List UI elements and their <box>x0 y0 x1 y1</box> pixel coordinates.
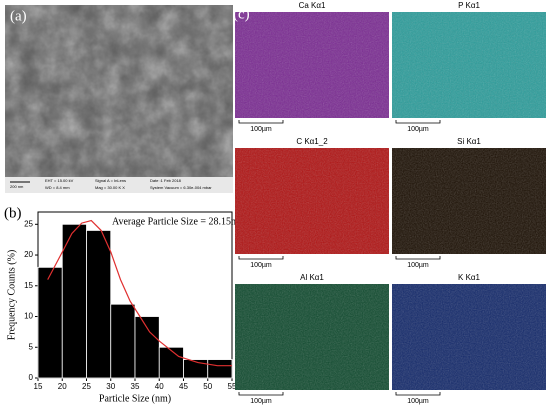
sem-info: WD = 8.4 mm <box>45 185 70 190</box>
sem-info: System Vacuum = 6.30e-004 mbar <box>150 185 212 190</box>
eds-texture <box>392 12 546 118</box>
x-tick-label: 25 <box>82 382 91 391</box>
sem-info: Mag = 30.00 K X <box>95 185 125 190</box>
x-tick-label: 45 <box>179 382 188 391</box>
eds-texture <box>392 284 546 390</box>
scale-bar <box>395 392 441 396</box>
x-tick-label: 15 <box>34 382 43 391</box>
x-tick-label: 55 <box>228 382 237 391</box>
scale-bar <box>238 392 284 396</box>
map-title: P Kα1 <box>458 1 480 10</box>
annotation: Average Particle Size = 28.15nm <box>112 216 244 227</box>
eds-texture <box>235 12 389 118</box>
map-title: C Kα1_2 <box>296 137 328 146</box>
scale-bar <box>238 256 284 260</box>
panel-label: (b) <box>4 205 22 221</box>
y-tick-label: 20 <box>24 250 33 259</box>
scale-bar <box>238 120 284 124</box>
y-tick-label: 10 <box>24 312 33 321</box>
fit-curve <box>47 219 232 367</box>
scale-label: 100µm <box>250 262 272 269</box>
bar <box>134 316 160 379</box>
map-title: Ca Kα1 <box>299 1 326 10</box>
eds-texture <box>235 148 389 254</box>
x-tick-label: 40 <box>155 382 164 391</box>
scale-label: 100µm <box>250 398 272 405</box>
map-title: Al Kα1 <box>300 273 324 282</box>
x-tick-label: 20 <box>58 382 67 391</box>
y-tick-label: 0 <box>29 373 34 382</box>
y-tick-label: 5 <box>29 342 34 351</box>
eds-texture <box>392 148 546 254</box>
panel-label: (c) <box>233 6 250 22</box>
sem-info-bar <box>5 177 233 193</box>
scale-label: 100µm <box>407 262 429 269</box>
x-tick-label: 30 <box>106 382 115 391</box>
x-tick-label: 50 <box>203 382 212 391</box>
x-tick-label: 35 <box>131 382 140 391</box>
bar <box>37 266 63 379</box>
scale-bar <box>395 256 441 260</box>
eds-texture <box>235 284 389 390</box>
x-axis-label: Particle Size (nm) <box>99 393 171 404</box>
sem-texture <box>5 5 233 177</box>
y-tick-label: 25 <box>24 219 33 228</box>
sem-info: EHT = 15.00 kV <box>45 178 74 183</box>
bar <box>207 359 233 379</box>
bar <box>110 303 136 379</box>
y-tick-label: 15 <box>24 281 33 290</box>
y-axis-label: Frequency Counts (%) <box>6 250 17 341</box>
scale-bar <box>395 120 441 124</box>
sem-info: Signal A = InLens <box>95 178 126 183</box>
bar <box>86 230 112 379</box>
scale-label: 100µm <box>407 126 429 133</box>
sem-info: Date :1 Feb 2018 <box>150 178 182 183</box>
map-title: K Kα1 <box>458 273 481 282</box>
bar <box>61 223 87 379</box>
map-title: Si Kα1 <box>457 137 481 146</box>
panel-label: (a) <box>10 8 27 24</box>
scale-label: 100µm <box>250 126 272 133</box>
scale-label: 100µm <box>407 398 429 405</box>
bar <box>158 346 184 379</box>
sem-scale-label: 200 nm <box>10 184 24 189</box>
